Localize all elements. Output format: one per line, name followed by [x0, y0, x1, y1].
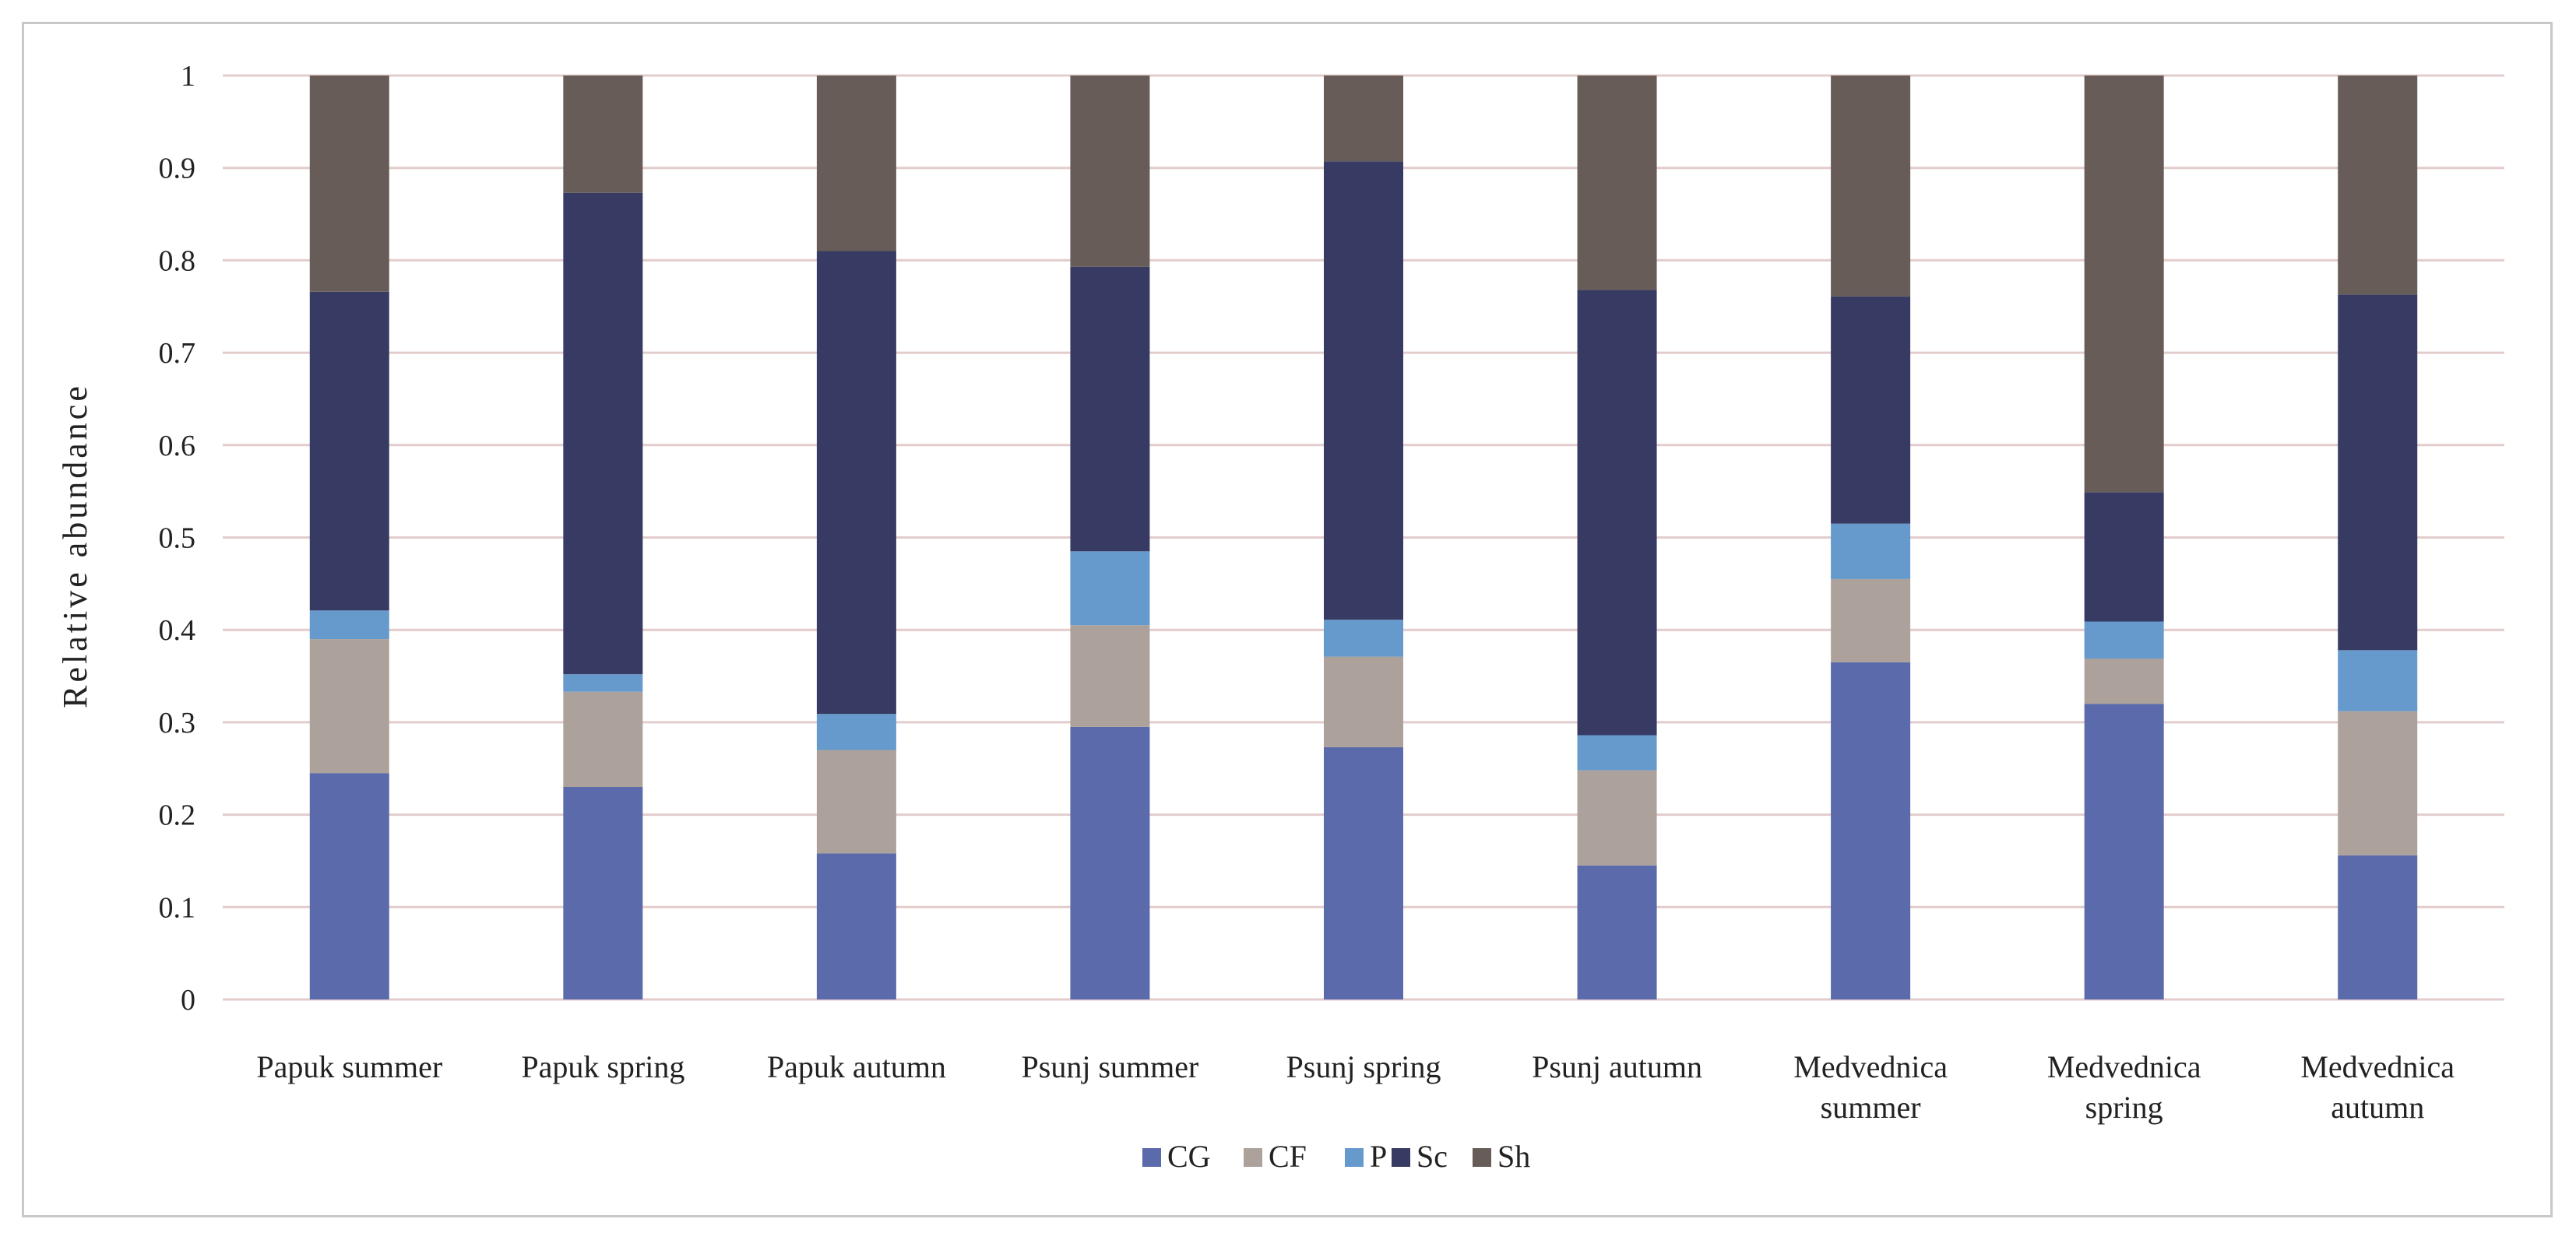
y-axis-ticks: 0 0.1 0.2 0.3 0.4 0.5 0.6 0.7 0.8 0.9 1	[159, 60, 196, 1017]
bar-segment-cf	[2338, 711, 2418, 855]
bar-segment-cf	[816, 750, 896, 854]
bar-segment-p	[816, 714, 896, 750]
y-tick-label: 0.4	[159, 614, 196, 647]
bar-segment-sh	[1831, 76, 1911, 297]
legend-swatch	[1392, 1148, 1410, 1167]
bar-segment-sc	[563, 192, 643, 675]
x-category-label: Psunj spring	[1286, 1049, 1441, 1084]
legend-item-sc: Sc	[1392, 1139, 1448, 1174]
bars	[309, 76, 2418, 999]
bar-segment-p	[1324, 620, 1403, 657]
y-tick-label: 1	[181, 60, 195, 93]
legend-item-cf: CF	[1244, 1139, 1307, 1174]
x-category-label: Medvednica summer	[1793, 1049, 1948, 1125]
bar-segment-p	[1070, 551, 1150, 626]
bar-segment-cg	[2338, 855, 2418, 999]
bar-segment-cg	[1324, 746, 1403, 999]
bar-segment-cg	[563, 786, 643, 999]
bar-segment-cg	[1577, 865, 1657, 999]
x-axis-categories: Papuk summer Papuk spring Papuk autumn Psun…	[256, 1049, 2455, 1125]
bar-segment-cg	[1831, 662, 1911, 999]
y-tick-label: 0.6	[159, 430, 196, 462]
bar-segment-sc	[816, 251, 896, 715]
bar-segment-cg	[309, 773, 389, 999]
bar-segment-cf	[1070, 625, 1150, 727]
legend-item-p: P	[1345, 1139, 1387, 1174]
x-category-label: Papuk summer	[256, 1049, 442, 1084]
bar-segment-cf	[1324, 656, 1403, 747]
y-tick-label: 0.2	[159, 799, 196, 832]
chart-frame: 0 0.1 0.2 0.3 0.4 0.5 0.6 0.7 0.8 0.9 1 Papuk summ…	[22, 22, 2553, 1217]
legend-label: CG	[1167, 1139, 1211, 1174]
x-category-label: Papuk autumn	[767, 1049, 946, 1084]
x-category-label: Psunj autumn	[1532, 1049, 1702, 1084]
bar-segment-cf	[1831, 578, 1911, 662]
y-tick-label: 0	[181, 984, 195, 1017]
bar-segment-sh	[563, 76, 643, 193]
bar-segment-sc	[2338, 294, 2418, 651]
legend-label: Sh	[1497, 1139, 1530, 1174]
bar-segment-sh	[2084, 76, 2164, 493]
y-tick-label: 0.1	[159, 891, 196, 924]
bar-segment-sh	[2338, 76, 2418, 295]
bar-segment-p	[563, 674, 643, 692]
bar-segment-cg	[1070, 726, 1150, 999]
x-category-label: Psunj summer	[1022, 1049, 1199, 1084]
y-tick-label: 0.5	[159, 522, 196, 555]
bar-segment-sc	[309, 291, 389, 611]
bar-segment-cf	[563, 691, 643, 787]
bar-segment-cf	[2084, 658, 2164, 704]
bar-segment-sc	[1324, 161, 1403, 620]
y-tick-label: 0.9	[159, 153, 196, 185]
y-tick-label: 0.7	[159, 337, 196, 370]
legend-item-cg: CG	[1142, 1139, 1211, 1174]
bar-segment-p	[1831, 523, 1911, 579]
bar-segment-sc	[1070, 266, 1150, 552]
bar-segment-sc	[2084, 492, 2164, 622]
bar-segment-sh	[816, 76, 896, 251]
x-category-label: Papuk spring	[521, 1049, 684, 1084]
bar-segment-cg	[2084, 704, 2164, 999]
bar-segment-cf	[309, 639, 389, 774]
legend-label: Sc	[1416, 1139, 1448, 1174]
bar-segment-cg	[816, 853, 896, 999]
bar-segment-sh	[1070, 76, 1150, 267]
legend-swatch	[1244, 1148, 1262, 1167]
bar-segment-sc	[1577, 290, 1657, 736]
x-category-label: Medvednica autumn	[2300, 1049, 2455, 1125]
y-tick-label: 0.8	[159, 244, 196, 277]
x-category-label: Medvednica spring	[2047, 1049, 2201, 1125]
stacked-bar-chart: 0 0.1 0.2 0.3 0.4 0.5 0.6 0.7 0.8 0.9 1 Papuk summ…	[56, 60, 2504, 1174]
bar-segment-p	[2338, 650, 2418, 711]
legend-swatch	[1345, 1148, 1364, 1167]
bar-segment-sh	[1577, 76, 1657, 290]
y-tick-label: 0.3	[159, 707, 196, 739]
bar-segment-sc	[1831, 296, 1911, 524]
bar-segment-p	[309, 610, 389, 640]
legend-swatch	[1473, 1148, 1491, 1167]
bar-segment-sh	[309, 76, 389, 292]
legend-label: CF	[1269, 1139, 1307, 1174]
bar-segment-p	[1577, 735, 1657, 771]
legend: CG CF P Sc Sh	[1142, 1139, 1530, 1174]
bar-segment-cf	[1577, 770, 1657, 866]
bar-segment-sh	[1324, 76, 1403, 162]
y-axis-title: Relative abundance	[56, 383, 94, 708]
legend-swatch	[1142, 1148, 1161, 1167]
legend-label: P	[1370, 1139, 1387, 1174]
bar-segment-p	[2084, 621, 2164, 659]
legend-item-sh: Sh	[1473, 1139, 1530, 1174]
